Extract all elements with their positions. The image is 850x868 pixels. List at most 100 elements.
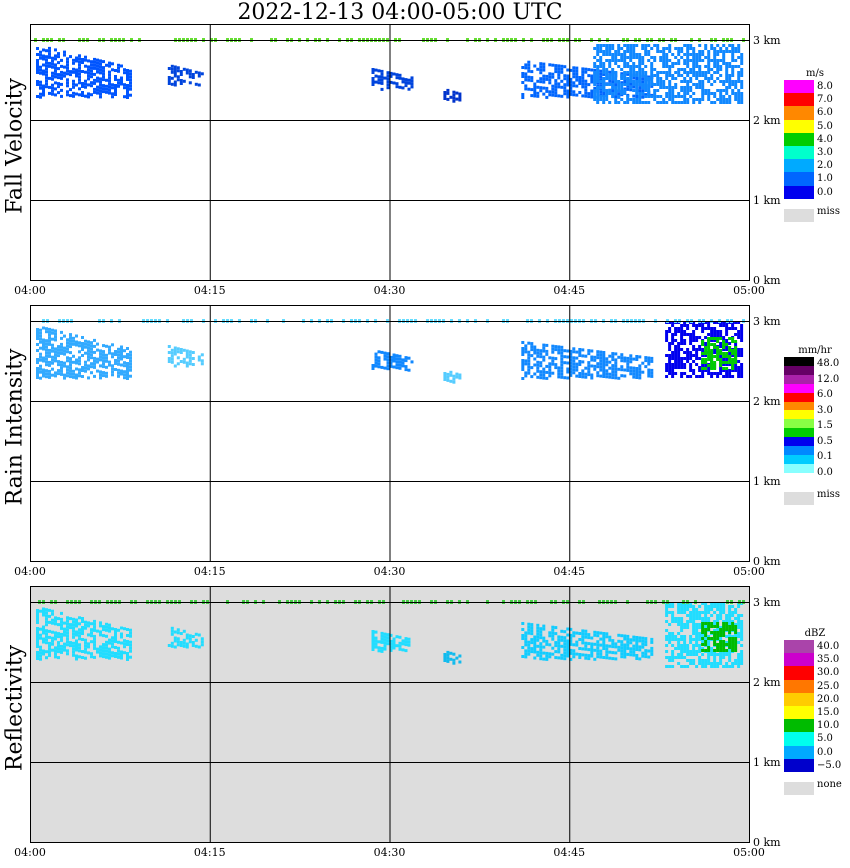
echo-cell bbox=[72, 653, 75, 657]
echo-cell bbox=[617, 92, 621, 96]
echo-cell bbox=[87, 624, 90, 628]
echo-cell bbox=[45, 372, 48, 376]
echo-cell bbox=[644, 86, 648, 89]
echo-cell bbox=[701, 327, 705, 330]
echo-cell bbox=[542, 627, 546, 631]
echo-cell bbox=[701, 622, 705, 625]
echo-cell bbox=[689, 617, 693, 620]
echo-cell bbox=[695, 86, 699, 89]
echo-cell bbox=[695, 363, 699, 366]
echo-cell bbox=[539, 77, 543, 81]
echo-cell bbox=[713, 337, 717, 340]
echo-cell bbox=[108, 88, 111, 92]
echo-cell bbox=[102, 84, 105, 88]
echo-cell bbox=[60, 366, 63, 370]
echo-cell bbox=[686, 357, 690, 360]
echo-cell bbox=[662, 53, 666, 56]
echo-cell bbox=[563, 361, 567, 365]
echo-cell bbox=[662, 98, 666, 101]
echo-cell bbox=[716, 337, 720, 340]
echo-cell bbox=[596, 350, 600, 354]
echo-cell bbox=[536, 354, 540, 358]
echo-cell bbox=[596, 65, 600, 68]
echo-cell bbox=[668, 665, 672, 668]
echo-cell bbox=[689, 351, 693, 354]
echo-cell bbox=[680, 95, 684, 98]
echo-cell bbox=[197, 645, 201, 649]
echo-cell bbox=[170, 64, 174, 68]
echo-cell bbox=[36, 337, 39, 340]
echo-cell bbox=[734, 628, 738, 631]
echo-cell bbox=[599, 72, 603, 76]
echo-cell bbox=[611, 83, 615, 86]
echo-cell bbox=[695, 638, 699, 641]
echo-cell bbox=[716, 68, 720, 71]
echo-cell bbox=[185, 352, 189, 356]
echo-cell bbox=[674, 62, 678, 65]
echo-cell bbox=[734, 349, 738, 352]
echo-cell bbox=[641, 89, 645, 93]
echo-cell bbox=[66, 640, 69, 644]
echo-cell bbox=[48, 653, 51, 657]
echo-cell bbox=[36, 654, 39, 657]
echo-cell bbox=[533, 644, 537, 648]
echo-cell bbox=[683, 89, 687, 92]
echo-cell bbox=[51, 71, 54, 75]
echo-cell bbox=[72, 67, 75, 71]
echo-cell bbox=[542, 80, 546, 84]
echo-cell bbox=[695, 641, 699, 644]
echo-cell bbox=[551, 646, 555, 650]
echo-cell bbox=[674, 333, 678, 336]
echo-cell bbox=[72, 641, 75, 645]
echo-cell bbox=[560, 366, 564, 370]
echo-cell bbox=[36, 376, 39, 379]
echo-cell bbox=[377, 78, 381, 82]
echo-cell bbox=[117, 350, 120, 354]
echo-cell bbox=[680, 80, 684, 83]
echo-cell bbox=[593, 633, 597, 637]
echo-cell bbox=[638, 71, 642, 74]
echo-cell bbox=[608, 50, 612, 53]
echo-cell bbox=[737, 614, 741, 617]
echo-cell bbox=[120, 369, 123, 373]
echo-cell bbox=[623, 637, 627, 641]
echo-cell bbox=[737, 665, 741, 668]
echo-cell bbox=[629, 360, 633, 364]
echo-cell bbox=[611, 95, 615, 98]
echo-cell bbox=[686, 324, 690, 327]
echo-cell bbox=[683, 101, 687, 104]
echo-cell bbox=[578, 656, 582, 659]
echo-cell bbox=[635, 80, 639, 83]
echo-cell bbox=[93, 634, 96, 638]
echo-cell bbox=[725, 628, 729, 631]
echo-cell bbox=[87, 633, 90, 637]
echo-cell bbox=[96, 91, 99, 95]
echo-cell bbox=[51, 337, 54, 341]
echo-cell bbox=[692, 644, 696, 647]
echo-cell bbox=[695, 98, 699, 101]
echo-cell bbox=[614, 95, 618, 99]
echo-cell bbox=[539, 71, 543, 75]
echo-cell bbox=[45, 79, 48, 83]
echo-cell bbox=[596, 353, 600, 357]
echo-cell bbox=[605, 372, 609, 376]
echo-cell bbox=[87, 95, 90, 99]
echo-cell bbox=[644, 356, 648, 360]
echo-cell bbox=[581, 653, 585, 657]
echo-cell bbox=[182, 79, 186, 83]
echo-cell bbox=[578, 632, 582, 635]
echo-cell bbox=[42, 69, 45, 73]
echo-cell bbox=[117, 63, 120, 67]
echo-cell bbox=[629, 638, 633, 642]
echo-cell bbox=[123, 642, 126, 646]
echo-cell bbox=[650, 62, 654, 65]
echo-cell bbox=[737, 354, 741, 357]
echo-cell bbox=[539, 68, 543, 72]
echo-cell bbox=[90, 652, 93, 656]
echo-cell bbox=[677, 641, 681, 644]
echo-cell bbox=[635, 358, 639, 361]
echo-cell bbox=[170, 76, 174, 80]
echo-cell bbox=[719, 662, 723, 665]
echo-cell bbox=[722, 620, 726, 623]
echo-cell bbox=[84, 339, 87, 343]
